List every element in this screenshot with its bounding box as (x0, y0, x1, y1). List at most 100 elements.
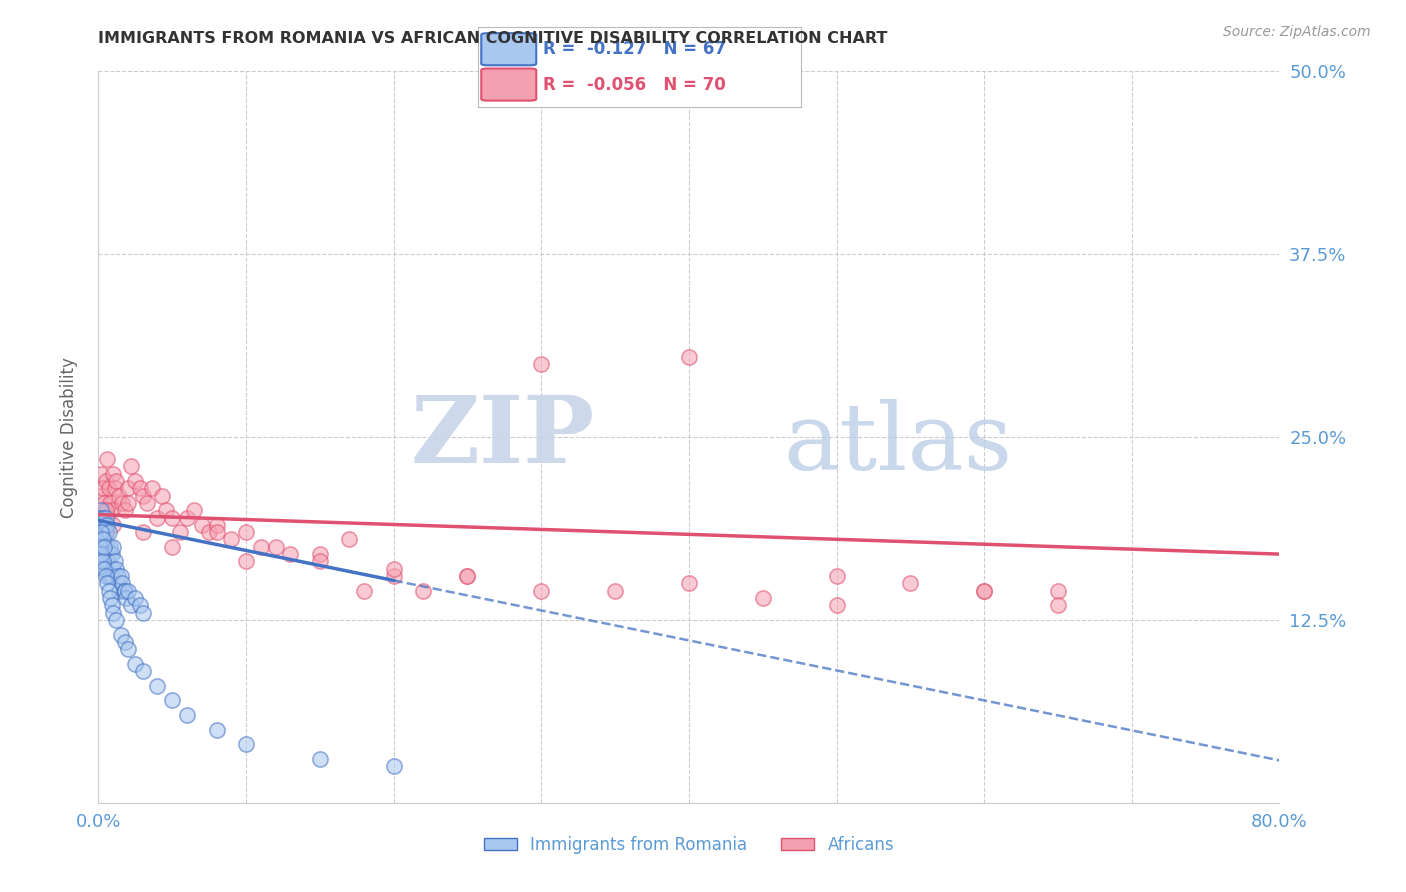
Point (219, 533, 242, 547)
Point (183, 503, 205, 517)
Text: R =  -0.127   N = 67: R = -0.127 N = 67 (543, 40, 725, 58)
Point (309, 554, 332, 568)
Point (825, 569, 848, 583)
Point (105, 562, 128, 576)
Point (678, 576, 700, 591)
Point (111, 576, 134, 591)
FancyBboxPatch shape (481, 69, 536, 101)
Point (900, 576, 922, 591)
Point (250, 540, 273, 554)
Point (235, 554, 257, 568)
Point (91, 547, 114, 561)
Point (105, 613, 128, 627)
Point (90, 467, 112, 481)
Point (110, 569, 132, 583)
Point (530, 357, 553, 371)
Point (169, 525, 191, 540)
Text: R =  -0.056   N = 70: R = -0.056 N = 70 (543, 76, 725, 94)
Point (111, 496, 134, 510)
Point (103, 517, 125, 532)
Point (205, 517, 228, 532)
Point (104, 481, 127, 495)
Point (90, 533, 112, 547)
Point (103, 540, 125, 554)
Point (90, 503, 112, 517)
Point (605, 583, 627, 598)
Point (115, 591, 138, 605)
Point (94, 510, 117, 524)
Point (93, 540, 115, 554)
Point (264, 540, 287, 554)
Point (128, 599, 150, 613)
Point (103, 467, 125, 481)
Point (89, 489, 111, 503)
Point (90, 547, 112, 561)
Point (825, 599, 848, 613)
Point (198, 525, 221, 540)
Point (94, 547, 117, 561)
Point (205, 525, 228, 540)
Point (124, 474, 146, 488)
Point (205, 723, 228, 737)
Point (136, 496, 159, 510)
Point (117, 481, 139, 495)
Point (108, 489, 131, 503)
Point (1046, 599, 1069, 613)
Point (91, 510, 114, 524)
Point (91, 525, 114, 540)
Point (176, 708, 198, 723)
Point (96, 576, 118, 591)
Point (97, 481, 120, 495)
Point (353, 583, 375, 598)
Point (94, 525, 117, 540)
Point (89, 510, 111, 524)
Point (339, 533, 360, 547)
Point (103, 562, 125, 576)
Point (973, 583, 995, 598)
Point (96, 554, 118, 568)
Point (100, 503, 122, 517)
Point (90, 525, 112, 540)
Point (93, 562, 115, 576)
Point (89, 510, 111, 524)
Point (98, 591, 121, 605)
Point (117, 642, 139, 657)
Point (91, 510, 114, 524)
Point (124, 591, 146, 605)
Point (382, 569, 405, 583)
Point (94, 562, 117, 576)
Point (94, 569, 117, 583)
Point (97, 569, 120, 583)
Point (132, 489, 155, 503)
Point (96, 540, 118, 554)
Point (117, 496, 139, 510)
Point (162, 510, 183, 524)
Point (93, 496, 115, 510)
Point (91, 481, 114, 495)
Point (90, 510, 112, 524)
Point (751, 591, 773, 605)
FancyBboxPatch shape (481, 33, 536, 65)
Point (100, 547, 122, 561)
Point (94, 474, 117, 488)
Point (104, 554, 127, 568)
Legend: Immigrants from Romania, Africans: Immigrants from Romania, Africans (477, 829, 901, 860)
Point (456, 569, 478, 583)
Point (309, 547, 332, 561)
Point (124, 657, 146, 671)
Point (162, 693, 183, 707)
Point (94, 525, 117, 540)
Point (89, 540, 111, 554)
Point (132, 664, 155, 678)
Point (93, 517, 115, 532)
Point (97, 547, 120, 561)
Y-axis label: Cognitive Disability: Cognitive Disability (59, 357, 77, 517)
Point (176, 510, 198, 524)
Point (412, 583, 434, 598)
Point (678, 350, 700, 364)
Point (146, 679, 169, 693)
Point (162, 540, 183, 554)
Point (105, 474, 128, 488)
Point (98, 496, 121, 510)
Point (132, 525, 155, 540)
